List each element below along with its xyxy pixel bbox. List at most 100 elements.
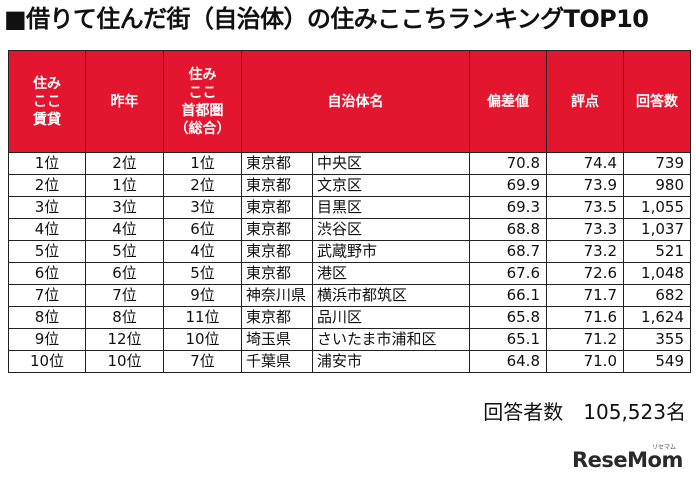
cell-deviation: 67.6: [469, 262, 547, 285]
cell-responses: 1,055: [623, 196, 691, 219]
cell-responses: 980: [623, 174, 691, 197]
cell-score: 73.2: [546, 240, 624, 263]
table-row: 5位 5位 4位 東京都 武蔵野市 68.7 73.2 521: [8, 240, 691, 263]
prefecture-name: 東京都: [246, 307, 313, 328]
cell-last-year: 7位: [85, 284, 164, 307]
table-header-row: 住み ここ 賃貸 昨年 住み ここ 首都圏 （総合） 自治体名 偏差値 評点 回…: [8, 50, 691, 153]
cell-score: 73.9: [546, 174, 624, 197]
prefecture-name: 東京都: [246, 219, 313, 240]
cell-last-year: 5位: [85, 240, 164, 263]
cell-responses: 521: [623, 240, 691, 263]
table-row: 7位 7位 9位 神奈川県 横浜市都筑区 66.1 71.7 682: [8, 284, 691, 307]
cell-deviation: 69.9: [469, 174, 547, 197]
cell-deviation: 66.1: [469, 284, 547, 307]
table-row: 2位 1位 2位 東京都 文京区 69.9 73.9 980: [8, 174, 691, 197]
cell-responses: 1,624: [623, 306, 691, 329]
header-rank-rent: 住み ここ 賃貸: [8, 50, 86, 153]
city-name: 品川区: [317, 308, 363, 326]
cell-deviation: 65.1: [469, 328, 547, 351]
city-name: 武蔵野市: [317, 242, 378, 260]
cell-responses: 1,037: [623, 218, 691, 241]
cell-deviation: 68.8: [469, 218, 547, 241]
cell-municipality: 東京都 品川区: [241, 306, 470, 329]
cell-municipality: 東京都 文京区: [241, 174, 470, 197]
cell-responses: 1,048: [623, 262, 691, 285]
prefecture-name: 千葉県: [246, 351, 313, 372]
ranking-table: 住み ここ 賃貸 昨年 住み ここ 首都圏 （総合） 自治体名 偏差値 評点 回…: [8, 50, 691, 373]
cell-last-year: 6位: [85, 262, 164, 285]
cell-last-year: 10位: [85, 350, 164, 373]
cell-responses: 549: [623, 350, 691, 373]
cell-score: 71.7: [546, 284, 624, 307]
city-name: 渋谷区: [317, 220, 363, 238]
cell-score: 71.6: [546, 306, 624, 329]
cell-municipality: 東京都 武蔵野市: [241, 240, 470, 263]
cell-rank-metro: 1位: [163, 152, 242, 175]
table-row: 10位 10位 7位 千葉県 浦安市 64.8 71.0 549: [8, 350, 691, 373]
cell-rank: 1位: [8, 152, 86, 175]
cell-municipality: 東京都 渋谷区: [241, 218, 470, 241]
cell-rank-metro: 6位: [163, 218, 242, 241]
cell-rank-metro: 4位: [163, 240, 242, 263]
cell-last-year: 8位: [85, 306, 164, 329]
respondent-count: 回答者数 105,523名: [483, 400, 686, 424]
cell-responses: 355: [623, 328, 691, 351]
cell-rank-metro: 3位: [163, 196, 242, 219]
cell-municipality: 東京都 港区: [241, 262, 470, 285]
header-last-year: 昨年: [85, 50, 164, 153]
cell-score: 71.2: [546, 328, 624, 351]
cell-deviation: 68.7: [469, 240, 547, 263]
cell-municipality: 埼玉県 さいたま市浦和区: [241, 328, 470, 351]
header-responses: 回答数: [623, 50, 691, 153]
cell-score: 73.3: [546, 218, 624, 241]
table-row: 4位 4位 6位 東京都 渋谷区 68.8 73.3 1,037: [8, 218, 691, 241]
cell-rank: 4位: [8, 218, 86, 241]
cell-rank-metro: 5位: [163, 262, 242, 285]
cell-rank-metro: 10位: [163, 328, 242, 351]
prefecture-name: 東京都: [246, 175, 313, 196]
page-title: ■借りて住んだ街（自治体）の住みここちランキングTOP10: [4, 5, 649, 33]
cell-last-year: 2位: [85, 152, 164, 175]
cell-rank: 8位: [8, 306, 86, 329]
table-row: 1位 2位 1位 東京都 中央区 70.8 74.4 739: [8, 152, 691, 175]
table-row: 6位 6位 5位 東京都 港区 67.6 72.6 1,048: [8, 262, 691, 285]
cell-deviation: 64.8: [469, 350, 547, 373]
cell-rank-metro: 2位: [163, 174, 242, 197]
cell-rank: 3位: [8, 196, 86, 219]
cell-municipality: 千葉県 浦安市: [241, 350, 470, 373]
cell-rank-metro: 11位: [163, 306, 242, 329]
header-score: 評点: [546, 50, 624, 153]
resemom-logo: ReseMom: [572, 448, 683, 472]
logo-subtext: リセマム: [652, 444, 677, 451]
cell-rank: 9位: [8, 328, 86, 351]
header-municipality: 自治体名: [241, 50, 470, 153]
header-deviation: 偏差値: [469, 50, 547, 153]
cell-deviation: 69.3: [469, 196, 547, 219]
prefecture-name: 東京都: [246, 153, 313, 174]
table-row: 9位 12位 10位 埼玉県 さいたま市浦和区 65.1 71.2 355: [8, 328, 691, 351]
cell-rank-metro: 9位: [163, 284, 242, 307]
cell-responses: 739: [623, 152, 691, 175]
cell-rank: 5位: [8, 240, 86, 263]
cell-score: 71.0: [546, 350, 624, 373]
prefecture-name: 東京都: [246, 197, 313, 218]
cell-score: 72.6: [546, 262, 624, 285]
cell-rank: 7位: [8, 284, 86, 307]
prefecture-name: 東京都: [246, 241, 313, 262]
cell-responses: 682: [623, 284, 691, 307]
city-name: 横浜市都筑区: [317, 286, 408, 304]
prefecture-name: 埼玉県: [246, 329, 313, 350]
cell-rank-metro: 7位: [163, 350, 242, 373]
cell-score: 74.4: [546, 152, 624, 175]
cell-last-year: 1位: [85, 174, 164, 197]
city-name: 目黒区: [317, 198, 363, 216]
table-row: 3位 3位 3位 東京都 目黒区 69.3 73.5 1,055: [8, 196, 691, 219]
cell-rank: 2位: [8, 174, 86, 197]
cell-last-year: 12位: [85, 328, 164, 351]
cell-municipality: 東京都 目黒区: [241, 196, 470, 219]
cell-rank: 10位: [8, 350, 86, 373]
header-rank-metro: 住み ここ 首都圏 （総合）: [163, 50, 242, 153]
prefecture-name: 神奈川県: [246, 285, 313, 306]
city-name: 文京区: [317, 176, 363, 194]
city-name: 中央区: [317, 154, 363, 172]
